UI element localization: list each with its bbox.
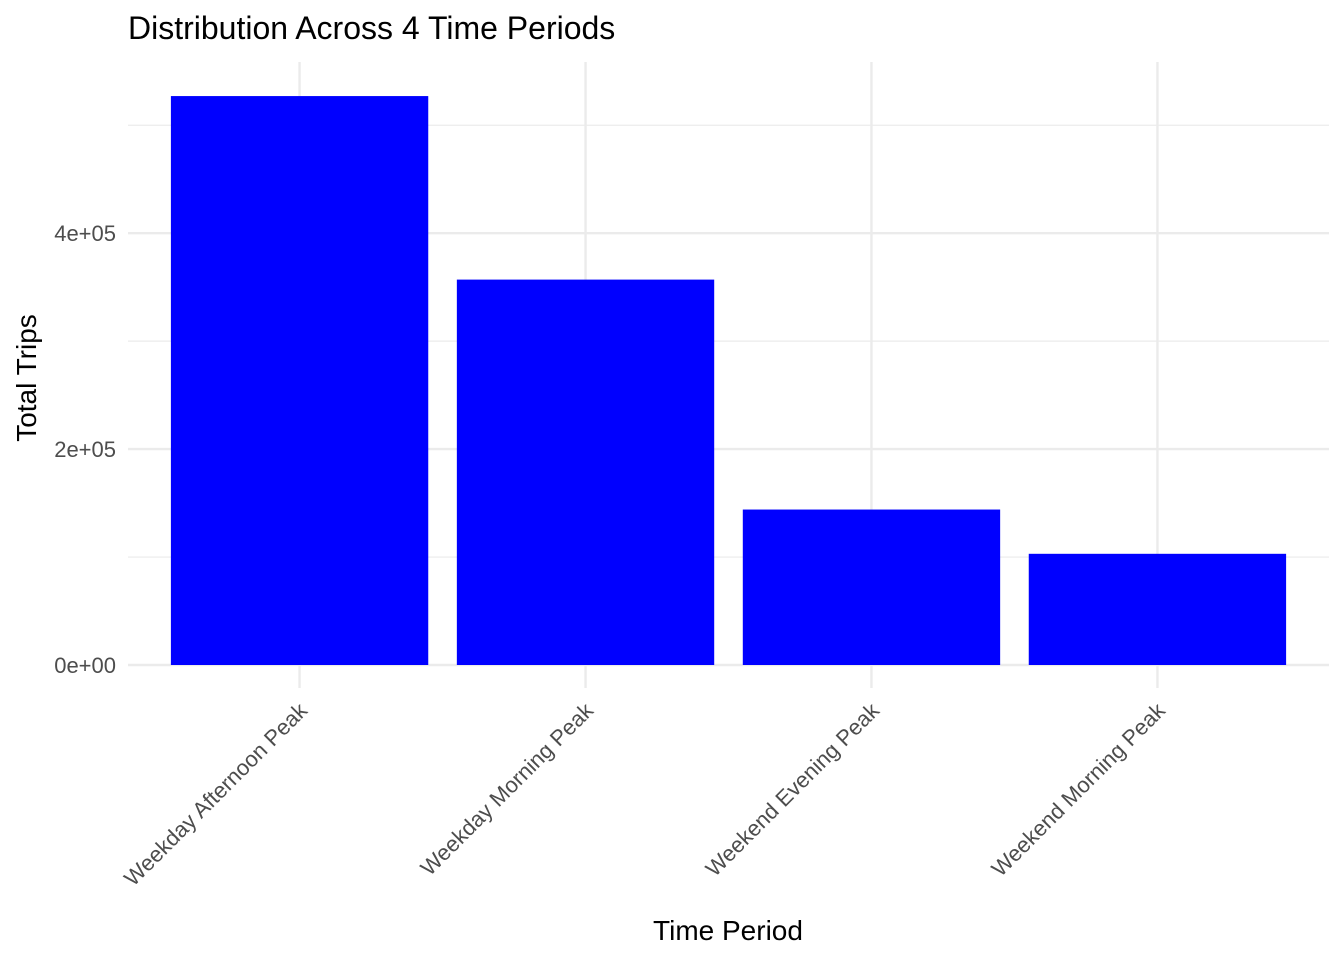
x-axis-title: Time Period [653,915,803,946]
x-tick-label: Weekday Morning Peak [416,697,599,880]
y-tick-label: 0e+00 [54,653,116,678]
x-tick-label: Weekend Evening Peak [701,697,885,881]
y-axis-ticks: 0e+00 2e+05 4e+05 [54,221,116,678]
x-tick-label: Weekend Morning Peak [987,697,1171,881]
chart-title: Distribution Across 4 Time Periods [128,10,615,46]
y-tick-label: 4e+05 [54,221,116,246]
bar-weekday-afternoon-peak [170,96,429,665]
bar-weekday-morning-peak [456,279,715,665]
bar-weekend-evening-peak [742,509,1001,665]
bars-layer [170,96,1287,665]
y-axis-title: Total Trips [11,314,42,442]
y-tick-label: 2e+05 [54,437,116,462]
x-tick-label: Weekday Afternoon Peak [119,697,313,891]
x-axis-ticks: Weekday Afternoon Peak Weekday Morning Pe… [119,697,1171,891]
bar-weekend-morning-peak [1028,553,1287,665]
